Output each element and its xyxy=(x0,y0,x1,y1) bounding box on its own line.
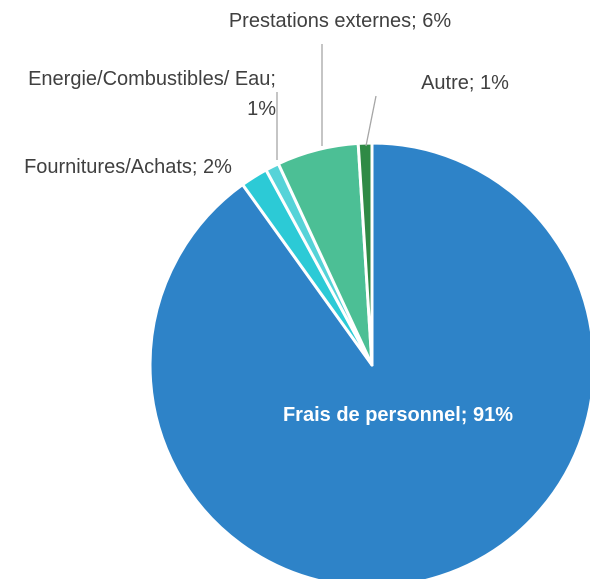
leader-line xyxy=(365,95,377,147)
leader-lines xyxy=(276,44,377,160)
data-label: Fournitures/Achats; 2% xyxy=(24,156,232,178)
data-label: Autre; 1% xyxy=(421,72,509,94)
data-label: Frais de personnel; 91% xyxy=(282,404,514,426)
pie-slice xyxy=(148,141,590,579)
pie-slice xyxy=(356,141,374,367)
data-label: Energie/Combustibles/ Eau; 1% xyxy=(28,68,276,120)
data-label: Prestations externes; 6% xyxy=(228,10,452,32)
slices xyxy=(148,141,590,579)
